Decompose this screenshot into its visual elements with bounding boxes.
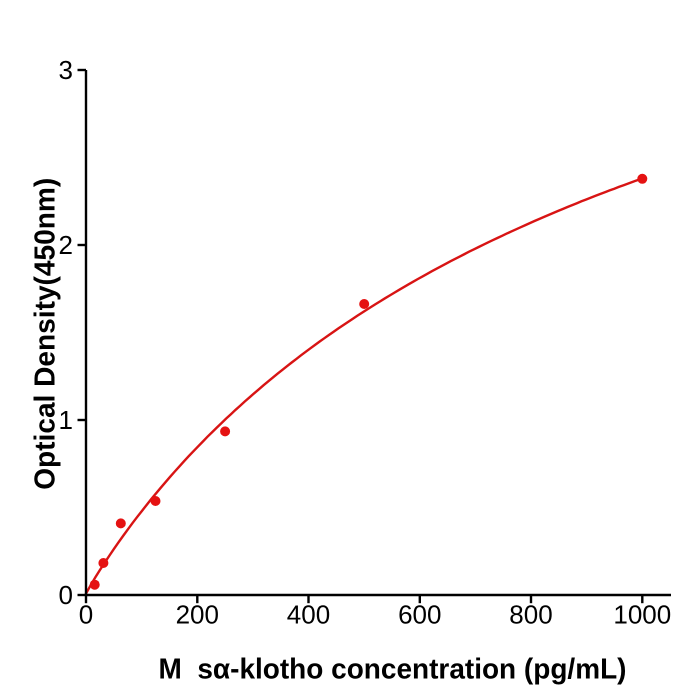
svg-text:2: 2	[59, 230, 73, 260]
svg-text:0: 0	[59, 580, 73, 610]
svg-text:400: 400	[287, 599, 330, 629]
svg-text:M sα-klotho concentration (pg: M sα-klotho concentration (pg/mL)	[159, 654, 627, 686]
svg-text:600: 600	[398, 599, 441, 629]
svg-text:3: 3	[59, 55, 73, 85]
svg-text:200: 200	[176, 599, 219, 629]
svg-text:1: 1	[59, 405, 73, 435]
svg-text:Optical Density(450nm): Optical Density(450nm)	[30, 178, 62, 490]
svg-text:1000: 1000	[613, 599, 671, 629]
svg-text:0: 0	[79, 599, 93, 629]
svg-text:800: 800	[509, 599, 552, 629]
